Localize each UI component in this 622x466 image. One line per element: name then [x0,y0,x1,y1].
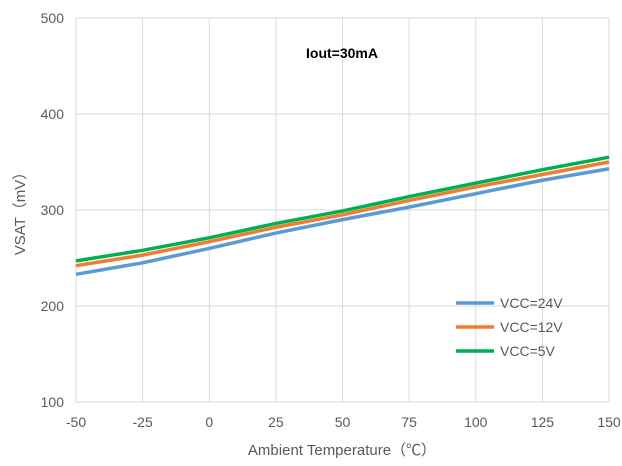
y-tick-label: 200 [41,298,65,314]
y-tick-label: 500 [41,10,65,26]
legend: VCC=24V VCC=12V VCC=5V [456,295,563,359]
x-tick-label: 0 [205,414,213,430]
x-tick-label: -25 [133,414,153,430]
x-tick-label: 25 [268,414,284,430]
x-tick-label: 150 [597,414,621,430]
y-axis-label: VSAT（mV） [12,165,29,256]
x-axis-label: Ambient Temperature（℃） [248,442,436,459]
x-tick-label: 100 [464,414,488,430]
legend-label: VCC=24V [500,295,563,311]
x-tick-label: 50 [335,414,351,430]
legend-label: VCC=12V [500,319,563,335]
annotation: Iout=30mA [306,45,378,61]
y-tick-label: 400 [41,106,65,122]
series-line [75,160,610,268]
series-lines [75,155,610,277]
x-tick-label: -50 [66,414,86,430]
series-line [75,166,610,277]
x-tick-label: 125 [531,414,555,430]
y-tick-label: 100 [41,394,65,410]
y-tick-label: 300 [41,202,65,218]
x-tick-label: 75 [401,414,417,430]
tick-labels: -50 -25 0 25 50 75 100 125 150 100 200 300 400 500 [41,10,621,430]
legend-label: VCC=5V [500,343,556,359]
series-line [75,155,610,263]
